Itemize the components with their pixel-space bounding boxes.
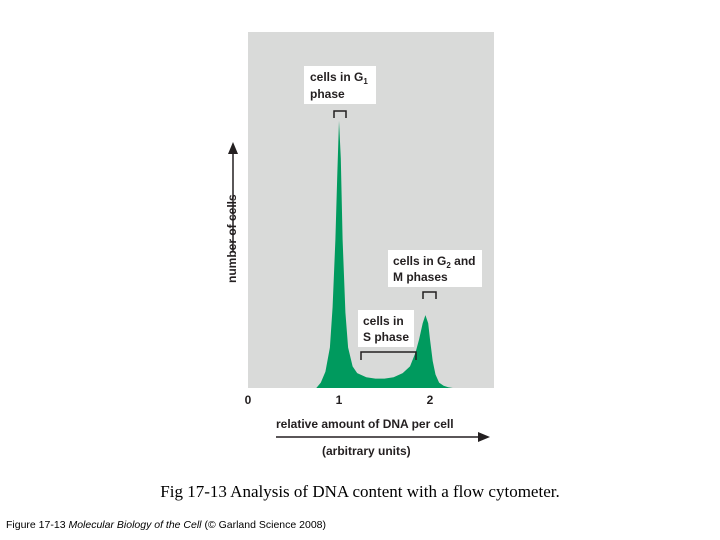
g2m-bracket	[422, 291, 437, 299]
s-label: cells in	[363, 314, 404, 328]
g1-label: cells in G1	[310, 70, 368, 86]
s-bracket	[360, 351, 417, 360]
y-axis-label: number of cells	[225, 194, 239, 283]
g2m-label-line2: M phases	[393, 270, 448, 284]
g1-bracket	[333, 110, 347, 118]
x-axis-units: (arbitrary units)	[322, 444, 411, 458]
x-tick-label: 1	[336, 393, 343, 407]
dna-content-histogram	[316, 120, 453, 388]
g2m-label-box	[388, 250, 482, 287]
y-axis-arrowhead	[228, 142, 238, 154]
g1-label-line2: phase	[310, 87, 345, 101]
x-tick-label: 0	[245, 393, 252, 407]
s-label-box	[358, 310, 414, 347]
x-axis-arrowhead	[478, 432, 490, 442]
g1-label-box	[304, 66, 376, 104]
s-label-line2: S phase	[363, 330, 409, 344]
x-tick-label: 2	[427, 393, 434, 407]
figure-caption: Fig 17-13 Analysis of DNA content with a…	[160, 482, 560, 501]
figure-credit: Figure 17-13 Molecular Biology of the Ce…	[6, 519, 326, 531]
x-axis-label: relative amount of DNA per cell	[276, 417, 454, 431]
flow-cytometry-figure: number of cells 0 1 2 relative amount of…	[225, 32, 494, 458]
g2m-label: cells in G2 and	[393, 254, 475, 270]
